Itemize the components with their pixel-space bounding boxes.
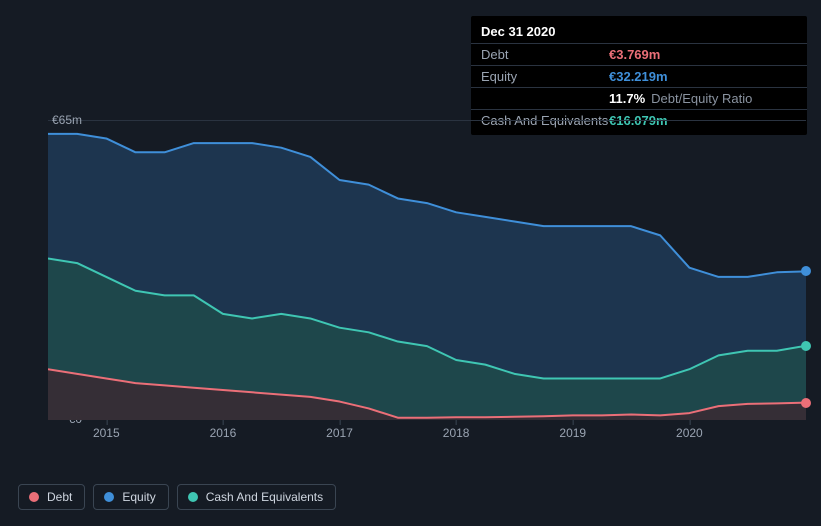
legend-item-cash-and-equivalents[interactable]: Cash And Equivalents (177, 484, 336, 510)
x-tick: 2020 (676, 426, 703, 440)
legend-label: Debt (47, 490, 72, 504)
x-axis: 2015 2016 2017 2018 2019 2020 (48, 420, 806, 448)
legend: Debt Equity Cash And Equivalents (18, 484, 336, 510)
tooltip-row: Debt€3.769m (471, 43, 807, 65)
tooltip-row-value: €32.219m (609, 69, 668, 84)
x-tick: 2018 (443, 426, 470, 440)
chart-svg (48, 120, 806, 420)
tooltip-row-label: Equity (481, 69, 609, 84)
x-tick: 2015 (93, 426, 120, 440)
chart-plot: €65m €0 (48, 120, 806, 420)
legend-swatch (188, 492, 198, 502)
chart: €65m €0 2015 2016 2017 2018 2019 2020 (18, 120, 806, 448)
end-dot-cash-and-equivalents (801, 341, 811, 351)
tooltip-row-label (481, 91, 609, 106)
tooltip-row-value: 11.7% (609, 91, 645, 106)
legend-label: Equity (122, 490, 155, 504)
tooltip-row-value: €3.769m (609, 47, 660, 62)
tooltip-card: Dec 31 2020 Debt€3.769mEquity€32.219m11.… (471, 16, 807, 135)
x-tick: 2019 (559, 426, 586, 440)
tooltip-date: Dec 31 2020 (471, 20, 807, 43)
x-tick: 2016 (210, 426, 237, 440)
x-tick: 2017 (326, 426, 353, 440)
end-dot-debt (801, 398, 811, 408)
legend-item-equity[interactable]: Equity (93, 484, 168, 510)
legend-label: Cash And Equivalents (206, 490, 323, 504)
tooltip-row: Equity€32.219m (471, 65, 807, 87)
legend-swatch (29, 492, 39, 502)
tooltip-row-extra: Debt/Equity Ratio (651, 91, 752, 106)
tooltip-row: 11.7% Debt/Equity Ratio (471, 87, 807, 109)
legend-swatch (104, 492, 114, 502)
legend-item-debt[interactable]: Debt (18, 484, 85, 510)
end-dot-equity (801, 266, 811, 276)
tooltip-row-label: Debt (481, 47, 609, 62)
